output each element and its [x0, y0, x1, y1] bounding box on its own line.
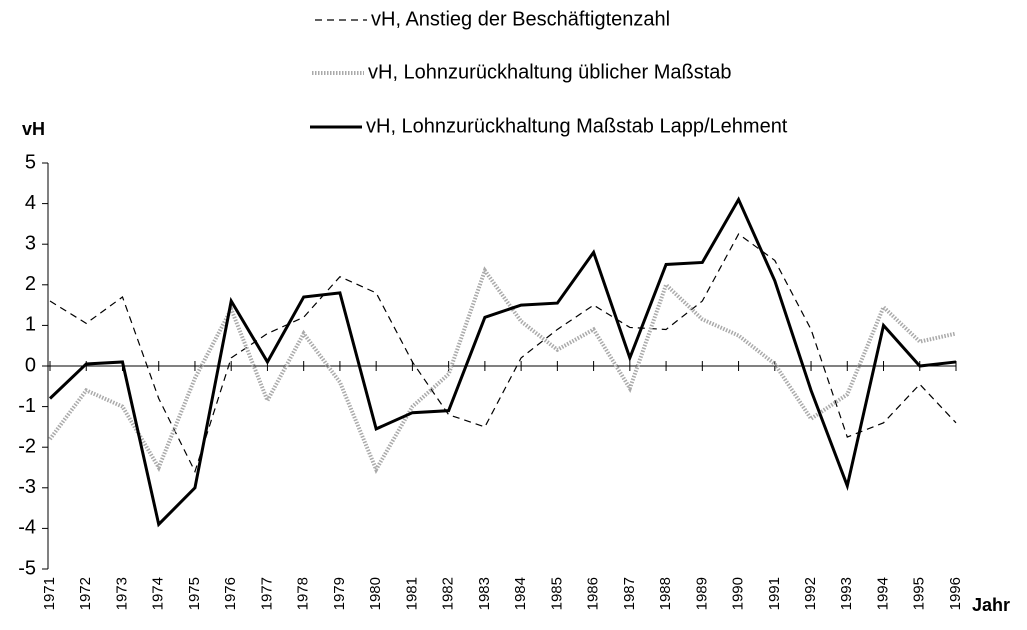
- x-axis-label: Jahr: [972, 595, 1010, 615]
- legend-label: vH, Lohnzurückhaltung üblicher Maßstab: [368, 61, 732, 83]
- x-tick-label: 1982: [440, 577, 457, 610]
- x-tick-label: 1977: [258, 577, 275, 610]
- x-tick-label: 1972: [77, 577, 94, 610]
- legend-label: vH, Lohnzurückhaltung Maßstab Lapp/Lehme…: [366, 115, 788, 137]
- x-tick-label: 1994: [874, 577, 891, 610]
- x-tick-label: 1991: [766, 577, 783, 610]
- y-tick-label: 3: [25, 232, 36, 254]
- x-tick-label: 1971: [41, 577, 58, 610]
- x-tick-label: 1988: [657, 577, 674, 610]
- x-tick-label: 1996: [947, 577, 964, 610]
- legend-label: vH, Anstieg der Beschäftigtenzahl: [371, 8, 670, 30]
- y-tick-label: 4: [25, 192, 36, 214]
- y-tick-label: 2: [25, 273, 36, 295]
- y-tick-label: 1: [25, 314, 36, 336]
- x-tick-label: 1983: [476, 577, 493, 610]
- x-tick-label: 1980: [367, 577, 384, 610]
- x-tick-label: 1978: [295, 577, 312, 610]
- y-tick-label: -5: [18, 557, 36, 579]
- x-tick-label: 1979: [331, 577, 348, 610]
- x-tick-label: 1993: [838, 577, 855, 610]
- x-tick-label: 1974: [150, 577, 167, 610]
- series-line: [49, 233, 957, 474]
- y-tick-label: 5: [25, 151, 36, 173]
- x-tick-label: 1973: [113, 577, 130, 610]
- series-line: [48, 196, 957, 528]
- y-tick-label: -3: [18, 476, 36, 498]
- series-line: [48, 266, 957, 475]
- x-tick-label: 1986: [585, 577, 602, 610]
- x-tick-label: 1975: [186, 577, 203, 610]
- y-axis-label: vH: [22, 119, 45, 139]
- y-tick-label: -4: [18, 517, 36, 539]
- y-tick-label: -1: [18, 395, 36, 417]
- x-tick-label: 1990: [730, 577, 747, 610]
- x-tick-label: 1992: [802, 577, 819, 610]
- x-tick-label: 1976: [222, 577, 239, 610]
- x-tick-label: 1995: [911, 577, 928, 610]
- x-tick-label: 1987: [621, 577, 638, 610]
- x-tick-label: 1985: [548, 577, 565, 610]
- y-tick-label: -2: [18, 435, 36, 457]
- x-tick-label: 1989: [693, 577, 710, 610]
- x-tick-label: 1984: [512, 577, 529, 610]
- x-tick-label: 1981: [403, 577, 420, 610]
- y-tick-label: 0: [25, 354, 36, 376]
